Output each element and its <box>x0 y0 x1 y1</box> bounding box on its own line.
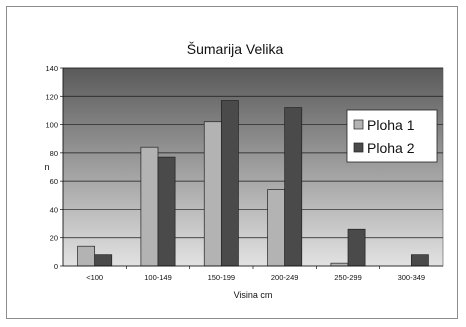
y-axis-ticks: 0 20 40 60 80 100 120 140 <box>45 64 63 271</box>
legend: Ploha 1 Ploha 2 <box>346 109 438 163</box>
x-tick-label: 250-299 <box>334 273 362 282</box>
legend-swatch-ploha-1 <box>353 119 364 130</box>
y-tick-label: 0 <box>54 262 58 271</box>
y-axis-label: n <box>44 162 49 172</box>
x-tick-label: 150-199 <box>208 273 236 282</box>
bar-ploha-2-3 <box>284 107 303 267</box>
y-tick-label: 80 <box>50 149 58 158</box>
bar-ploha-2-0 <box>94 254 113 267</box>
legend-swatch-ploha-2 <box>353 142 364 153</box>
legend-box <box>346 109 438 163</box>
chart-svg: Šumarija Velika 0 20 40 60 80 100 120 140 <100 1… <box>44 41 444 300</box>
x-tick-label: 100-149 <box>144 273 172 282</box>
bar-ploha-1-3 <box>267 189 286 267</box>
plot-area <box>62 67 444 267</box>
y-tick-label: 140 <box>45 64 58 73</box>
y-tick-label: 100 <box>45 121 58 130</box>
y-tick-label: 40 <box>50 205 58 214</box>
y-tick-label: 20 <box>50 234 58 243</box>
bar-ploha-1-2 <box>203 121 222 267</box>
legend-label-ploha-1: Ploha 1 <box>367 117 415 133</box>
chart-frame: Šumarija Velika 0 20 40 60 80 100 120 140 <100 1… <box>6 6 458 319</box>
bar-ploha-2-4 <box>347 228 366 267</box>
legend-label-ploha-2: Ploha 2 <box>367 140 415 156</box>
bar-ploha-2-5 <box>410 254 429 267</box>
bar-ploha-2-1 <box>157 156 176 267</box>
grid-lines <box>63 67 443 239</box>
x-tick-label: <100 <box>86 273 103 282</box>
bar-ploha-1-0 <box>77 245 96 267</box>
x-axis-ticks: <100 100-149 150-199 200-249 250-299 300-349 <box>86 266 425 282</box>
x-axis-label: Visina cm <box>234 290 273 300</box>
bars <box>77 100 429 267</box>
x-tick-label: 200-249 <box>271 273 299 282</box>
y-tick-label: 120 <box>45 92 58 101</box>
bar-ploha-1-4 <box>330 262 349 267</box>
x-tick-label: 300-349 <box>398 273 426 282</box>
chart-title: Šumarija Velika <box>187 41 284 57</box>
bar-ploha-1-1 <box>140 146 159 267</box>
y-tick-label: 60 <box>50 177 58 186</box>
bar-ploha-2-2 <box>220 100 239 267</box>
